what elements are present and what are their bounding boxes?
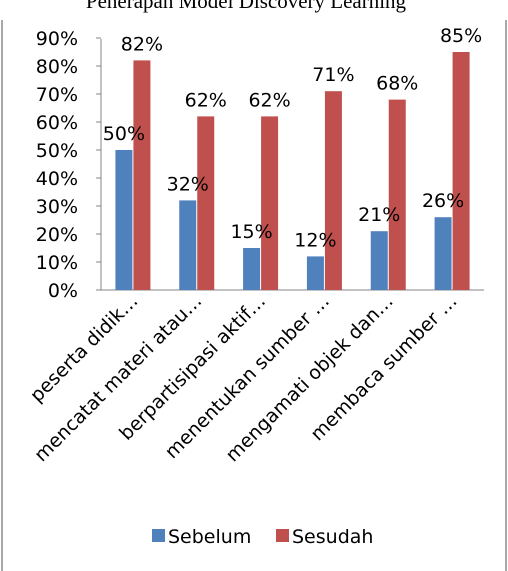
data-label-sesudah: 62% [248, 89, 290, 111]
bar-sebelum [434, 217, 452, 290]
data-label-sesudah: 85% [440, 25, 482, 47]
data-label-sebelum: 21% [358, 204, 400, 226]
y-tick-label: 50% [36, 140, 78, 162]
chart-title: Penerapan Model Discovery Learning [86, 0, 407, 13]
data-label-sebelum: 12% [294, 229, 336, 251]
data-label-sesudah: 68% [376, 73, 418, 95]
data-label-sebelum: 50% [103, 123, 145, 145]
y-tick-label: 70% [36, 84, 78, 106]
y-tick-label: 30% [36, 196, 78, 218]
bar-sebelum [370, 231, 388, 290]
bars [115, 52, 470, 291]
bar-sesudah [452, 52, 470, 290]
y-tick-label: 10% [36, 252, 78, 274]
data-label-sesudah: 71% [312, 64, 354, 86]
y-tick-label: 80% [36, 56, 78, 78]
legend-label-sebelum: Sebelum [168, 526, 251, 548]
x-category-label: peserta didik… [26, 290, 143, 407]
bar-sesudah [388, 99, 406, 290]
bar-sesudah [324, 91, 342, 290]
bar-sesudah [261, 116, 279, 291]
bar-sebelum [243, 248, 261, 290]
y-tick-label: 0% [48, 280, 78, 302]
y-tick-label: 90% [36, 28, 78, 50]
data-label-sebelum: 26% [422, 190, 464, 212]
legend-swatch-sesudah [276, 529, 289, 542]
bar-sebelum [179, 200, 197, 290]
data-label-sebelum: 15% [230, 221, 272, 243]
data-label-sebelum: 32% [167, 173, 209, 195]
bar-sesudah [197, 116, 215, 291]
legend-label-sesudah: Sesudah [292, 526, 373, 548]
bar-sebelum [306, 256, 324, 290]
bar-sesudah [133, 60, 151, 291]
y-tick-label: 60% [36, 112, 78, 134]
x-categories: peserta didik…mencatat materi atau…berpa… [26, 290, 462, 466]
data-label-sesudah: 82% [121, 33, 163, 55]
y-ticks: 0% 10% 20% 30% 40% 50% 60% 70% 80% 90% [36, 28, 101, 302]
data-label-sesudah: 62% [185, 89, 227, 111]
y-tick-label: 40% [36, 168, 78, 190]
bar-sebelum [115, 150, 133, 290]
legend: Sebelum Sesudah [152, 526, 373, 548]
y-tick-label: 20% [36, 224, 78, 246]
data-labels: 50% 82% 32% 62% 15% 62% 12% 71% 21% 68% 26% 85% [103, 25, 482, 251]
legend-swatch-sebelum [152, 529, 165, 542]
